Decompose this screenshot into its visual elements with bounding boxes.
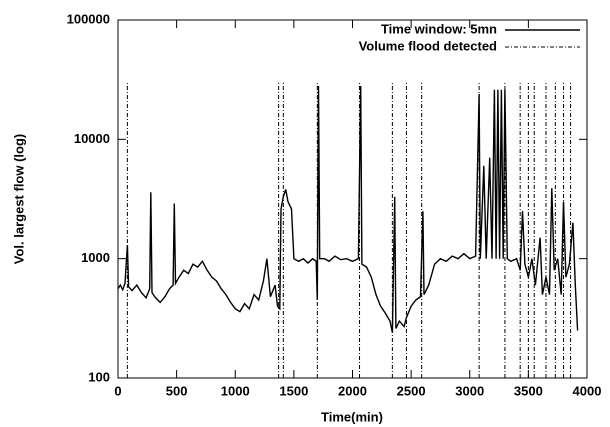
x-tick-label: 3000 <box>455 383 484 398</box>
y-tick-label: 100000 <box>67 11 110 26</box>
y-axis-label: Vol. largest flow (log) <box>11 134 26 264</box>
x-tick-label: 0 <box>114 383 121 398</box>
x-axis-label: Time(min) <box>321 409 383 424</box>
x-tick-label: 2000 <box>338 383 367 398</box>
x-tick-label: 1500 <box>279 383 308 398</box>
legend-label: Volume flood detected <box>359 38 497 53</box>
y-tick-label: 1000 <box>81 250 110 265</box>
x-tick-label: 4000 <box>573 383 602 398</box>
line-series <box>117 85 579 333</box>
x-tick-label: 3500 <box>514 383 543 398</box>
legend-label: Time window: 5mn <box>381 21 497 36</box>
y-tick-label: 10000 <box>74 131 110 146</box>
x-tick-label: 2500 <box>397 383 426 398</box>
plot-frame <box>117 19 588 379</box>
x-tick-label: 1000 <box>221 383 250 398</box>
x-tick-label: 500 <box>166 383 188 398</box>
y-tick-label: 100 <box>88 369 110 384</box>
